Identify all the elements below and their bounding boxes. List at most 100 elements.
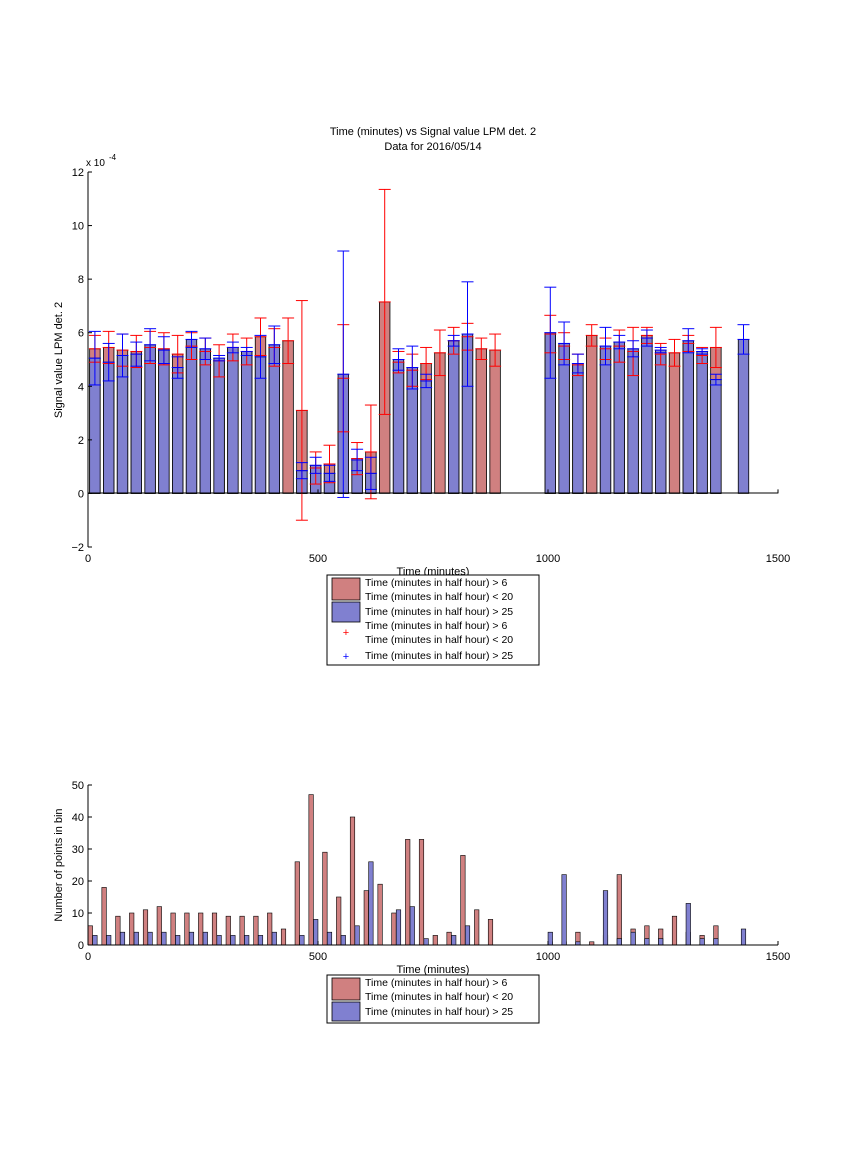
bottom-y-tick-label: 40: [72, 812, 84, 824]
top-y-ticks: −2 0 2 4 6 8 10 12: [71, 167, 92, 554]
bottom-red-bar: [170, 912, 176, 946]
bottom-red-bar: [115, 915, 121, 946]
top-blue-bar: [737, 339, 750, 494]
top-y-tick-label: 10: [72, 221, 84, 233]
top-blue-bar: [613, 341, 625, 494]
bottom-blue-bar: [699, 938, 705, 946]
bottom-red-bar: [671, 915, 678, 946]
bottom-y-axis-label: Number of points in bin: [53, 808, 65, 921]
top-blue-bar: [641, 337, 653, 494]
top-y-tick-label: 4: [78, 381, 84, 393]
top-y-axis-label: Signal value LPM det. 2: [53, 302, 65, 418]
bottom-red-bar: [460, 855, 466, 946]
bottom-legend-entry-2: Time (minutes in half hour) < 20: [365, 991, 513, 1003]
top-blue-bar: [185, 339, 198, 494]
bottom-blue-bar: [409, 906, 415, 946]
bottom-red-bar: [211, 912, 218, 946]
top-x-tick-label: 0: [85, 553, 91, 565]
top-y-tick-label: 0: [78, 488, 84, 500]
top-exponent-label: x 10: [86, 158, 105, 169]
bottom-red-bar: [142, 909, 149, 946]
bottom-blue-bar: [257, 935, 264, 946]
bottom-red-bar: [267, 912, 273, 946]
top-red-bars: [89, 301, 722, 494]
top-blue-bar: [558, 343, 570, 494]
bottom-blue-bar: [313, 919, 319, 946]
bottom-red-bar: [474, 909, 480, 946]
bottom-red-bar: [225, 915, 231, 946]
top-y-tick-label: −2: [71, 542, 84, 554]
bottom-red-bar: [156, 906, 162, 946]
top-x-tick-label: 500: [309, 553, 327, 565]
top-legend-entry-2: Time (minutes in half hour) < 20: [365, 591, 513, 603]
top-blue-bar: [448, 340, 460, 494]
bottom-blue-bar: [271, 931, 277, 946]
top-blue-bar: [710, 379, 722, 494]
bottom-red-bar: [349, 816, 356, 946]
bottom-x-ticks: 0 500 1000 1500: [85, 941, 790, 963]
top-y-tick-label: 2: [78, 435, 84, 447]
bottom-blue-bar: [188, 931, 195, 946]
bottom-blue-bar: [92, 935, 98, 946]
bottom-blue-bar: [230, 935, 236, 946]
top-legend-box: [326, 574, 540, 666]
bottom-blue-bar: [713, 938, 719, 946]
bottom-blue-bar: [175, 935, 181, 946]
top-legend-entry-4: Time (minutes in half hour) > 6: [365, 620, 507, 632]
bottom-y-ticks: 0 10 20 30 40 50: [72, 780, 92, 952]
bottom-blue-bar: [423, 938, 429, 946]
bottom-blue-bar: [202, 931, 208, 946]
bottom-red-bars: [87, 794, 719, 946]
top-x-tick-label: 1500: [766, 553, 790, 565]
bottom-blue-bar: [354, 925, 360, 946]
top-red-bar: [586, 334, 598, 494]
top-legend-entry-6: Time (minutes in half hour) > 25: [365, 650, 513, 662]
bottom-red-bar: [239, 915, 245, 946]
top-blue-bar: [130, 353, 142, 494]
top-blue-bar: [103, 361, 115, 494]
bottom-blue-bar: [740, 928, 747, 946]
bottom-y-tick-label: 30: [72, 844, 84, 856]
top-legend-entry-5: Time (minutes in half hour) < 20: [365, 634, 513, 646]
top-blue-bar: [241, 351, 253, 494]
bottom-red-bar: [129, 912, 135, 946]
bottom-red-bar: [432, 935, 438, 946]
top-blue-bar: [655, 349, 667, 494]
bottom-blue-bar: [216, 935, 222, 946]
top-red-bar: [475, 348, 487, 494]
bottom-blue-bar: [299, 935, 305, 946]
bottom-x-tick-label: 1000: [536, 951, 560, 963]
bottom-red-bar: [198, 912, 204, 946]
bottom-blue-bar: [147, 931, 153, 946]
top-legend-entry-1: Time (minutes in half hour) > 6: [365, 577, 507, 589]
bottom-legend: Time (minutes in half hour) > 6 Time (mi…: [326, 974, 540, 1024]
bottom-blue-bar: [616, 938, 622, 946]
bottom-blue-bar: [106, 935, 112, 946]
bottom-legend-entry-3: Time (minutes in half hour) > 25: [365, 1006, 513, 1018]
bottom-blue-bar: [602, 890, 609, 946]
bottom-blue-bar: [685, 903, 691, 946]
bottom-red-bar: [377, 883, 383, 946]
top-red-bar: [489, 349, 501, 494]
bottom-red-bar: [280, 928, 287, 946]
bottom-y-tick-label: 50: [72, 780, 84, 792]
top-blue-bar: [213, 357, 225, 494]
bottom-blue-bar: [340, 935, 346, 946]
bottom-blue-bar: [658, 938, 664, 946]
top-blue-bars: [89, 332, 750, 494]
top-blue-bar: [227, 347, 239, 494]
top-blue-errorbars: [88, 250, 750, 498]
top-red-bar: [668, 352, 681, 494]
bottom-x-tick-label: 1500: [766, 951, 790, 963]
bottom-red-bar: [336, 896, 342, 946]
top-exponent-power: -4: [109, 153, 117, 162]
bottom-legend-box: [326, 974, 540, 1024]
bottom-x-tick-label: 0: [85, 951, 91, 963]
bottom-blue-bar: [368, 861, 374, 946]
bottom-red-bar: [391, 912, 397, 946]
bottom-red-bar: [101, 887, 107, 946]
bottom-legend-blue-swatch: [331, 1001, 361, 1022]
top-blue-bar: [420, 380, 432, 494]
top-x-ticks: 0 500 1000 1500: [85, 489, 790, 565]
